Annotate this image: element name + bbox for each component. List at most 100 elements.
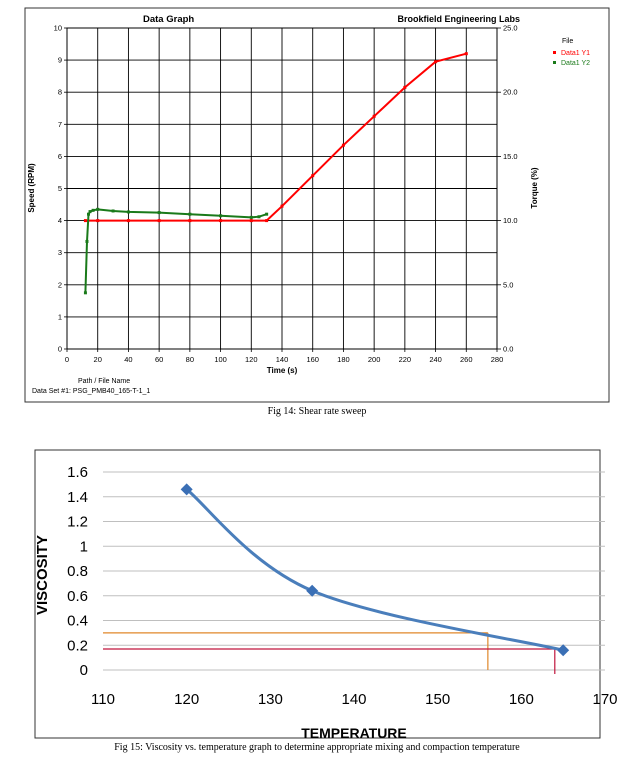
fig14-y-tick-label: 4 [58, 216, 62, 225]
fig14-series-2-point [85, 239, 89, 243]
fig14-y2-tick-label: 20.0 [503, 88, 518, 97]
fig14-series-1-point [341, 143, 345, 147]
fig14-series-1-point [403, 85, 407, 89]
fig14-series-1-point [280, 204, 284, 208]
fig15-caption: Fig 15: Viscosity vs. temperature graph … [114, 742, 520, 753]
fig14-series-1-point [219, 219, 223, 223]
fig14-series-1-point [157, 219, 161, 223]
fig14-series-2-point [96, 207, 100, 211]
fig15-x-tick-label: 140 [341, 691, 366, 708]
fig15-series-line [185, 488, 564, 652]
fig14-x-tick-label: 240 [429, 355, 442, 364]
fig15-x-axis-label: TEMPERATURE [301, 725, 407, 741]
fig14-series-1-point [434, 60, 438, 64]
fig15-y-tick-label: 0.2 [67, 637, 88, 654]
fig15-y-tick-label: 0.6 [67, 588, 88, 605]
fig14-x-tick-label: 200 [368, 355, 381, 364]
fig14-header-company: Brookfield Engineering Labs [397, 14, 520, 24]
fig15-x-tick-label: 110 [91, 691, 115, 708]
fig14-series-2-point [257, 215, 261, 219]
fig14-grid [67, 28, 497, 349]
fig14-y2-axis-label: Torque (%) [530, 167, 539, 209]
fig14-legend: File Data1 Y1 Data1 Y2 [553, 38, 590, 67]
fig14-y-tick-label: 10 [54, 24, 62, 33]
fig15-data-point [557, 644, 570, 657]
fig14-caption: Fig 14: Shear rate sweep [268, 406, 367, 417]
fig14-series-1-point [126, 219, 130, 223]
fig15-y-axis: 0 0.2 0.4 0.6 0.8 1 1.2 1.4 1.6 [67, 464, 88, 679]
fig15-y-tick-label: 0.8 [67, 563, 88, 580]
fig15-grid [103, 471, 605, 671]
fig14-series-2-point [83, 291, 87, 295]
fig14-x-tick-label: 220 [399, 355, 412, 364]
fig14-series-2-point [111, 209, 115, 213]
fig14-series-2-point [126, 210, 130, 214]
fig14-series-1-point [83, 219, 87, 223]
fig14-series-2-point [249, 215, 253, 219]
fig15-y-tick-label: 1.4 [67, 489, 88, 506]
fig15-x-tick-label: 120 [174, 691, 199, 708]
fig14-footer-label: Path / File Name [78, 378, 130, 385]
fig14-y-tick-label: 0 [58, 345, 62, 354]
fig14-x-axis-label: Time (s) [267, 366, 298, 375]
fig15-x-tick-label: 130 [258, 691, 283, 708]
fig14-series-2-point [88, 210, 92, 214]
fig15-x-tick-label: 150 [425, 691, 450, 708]
fig14-series-2-point [265, 212, 269, 216]
fig14-series-1-point [249, 219, 253, 223]
fig15-y-axis-label: VISCOSITY [34, 535, 51, 615]
fig15-y-tick-label: 1 [80, 538, 88, 555]
fig15-y-tick-label: 1.6 [67, 464, 88, 481]
fig14-series-1-point [372, 114, 376, 118]
fig14-x-tick-label: 20 [94, 355, 102, 364]
fig15-y-tick-label: 0.4 [67, 613, 88, 630]
fig14-y-tick-label: 6 [58, 152, 62, 161]
fig14-series-1-point [96, 219, 100, 223]
fig14-x-tick-label: 160 [306, 355, 319, 364]
fig14-x-tick-label: 100 [214, 355, 227, 364]
fig14-series-2-point [157, 211, 161, 215]
fig14-x-tick-label: 120 [245, 355, 258, 364]
fig14-legend-swatch-y1 [553, 51, 556, 54]
fig14-legend-swatch-y2 [553, 61, 556, 64]
fig14-series-2-point [188, 212, 192, 216]
fig14-y-tick-label: 5 [58, 184, 62, 193]
fig14-x-axis: 0 20 40 60 80 100 120 140 160 180 200 220 240 260 280 [65, 349, 503, 364]
fig14-y-axis-label: Speed (RPM) [27, 163, 36, 213]
fig14-y-axis: 0 1 2 3 4 5 6 7 8 9 10 [54, 24, 67, 354]
fig14-y2-tick-label: 5.0 [503, 280, 513, 289]
fig14-y2-tick-label: 25.0 [503, 24, 518, 33]
fig15-y-tick-label: 0 [80, 662, 88, 679]
fig15-series-group [180, 483, 570, 657]
fig14-x-tick-label: 140 [276, 355, 289, 364]
fig14-series-2-point [219, 214, 223, 218]
fig14-series-2-point [91, 208, 95, 212]
fig14-y-tick-label: 3 [58, 248, 62, 257]
fig15-guide-lines [103, 632, 556, 674]
fig14-series-1-point [265, 219, 269, 223]
fig14-x-tick-label: 180 [337, 355, 350, 364]
fig14-x-tick-label: 0 [65, 355, 69, 364]
fig15-data-point [180, 483, 193, 496]
fig14-series-1-point [188, 219, 192, 223]
fig14-legend-label-y2: Data1 Y2 [561, 60, 590, 67]
fig14-x-tick-label: 60 [155, 355, 163, 364]
fig15-x-tick-label: 170 [592, 691, 617, 708]
fig14-y-tick-label: 9 [58, 56, 62, 65]
fig14-series-1-point [311, 174, 315, 178]
fig14-series-1-point [464, 52, 468, 56]
fig14-y-tick-label: 8 [58, 88, 62, 97]
fig14-series-group [83, 52, 468, 295]
fig15-x-axis: 110 120 130 140 150 160 170 [91, 691, 617, 708]
fig14-x-tick-label: 40 [124, 355, 132, 364]
fig14-y2-tick-label: 10.0 [503, 216, 518, 225]
fig14-footer-value: Data Set #1: PSG_PMB40_165-T-1_1 [32, 388, 150, 395]
fig14-x-tick-label: 80 [186, 355, 194, 364]
fig14-y-tick-label: 1 [58, 312, 62, 321]
fig14-y-tick-label: 7 [58, 120, 62, 129]
fig15-x-tick-label: 160 [509, 691, 534, 708]
fig14-y2-axis: 0.0 5.0 10.0 15.0 20.0 25.0 [497, 24, 518, 354]
fig14-legend-title: File [562, 38, 573, 45]
fig14-series-2-point [87, 212, 90, 216]
